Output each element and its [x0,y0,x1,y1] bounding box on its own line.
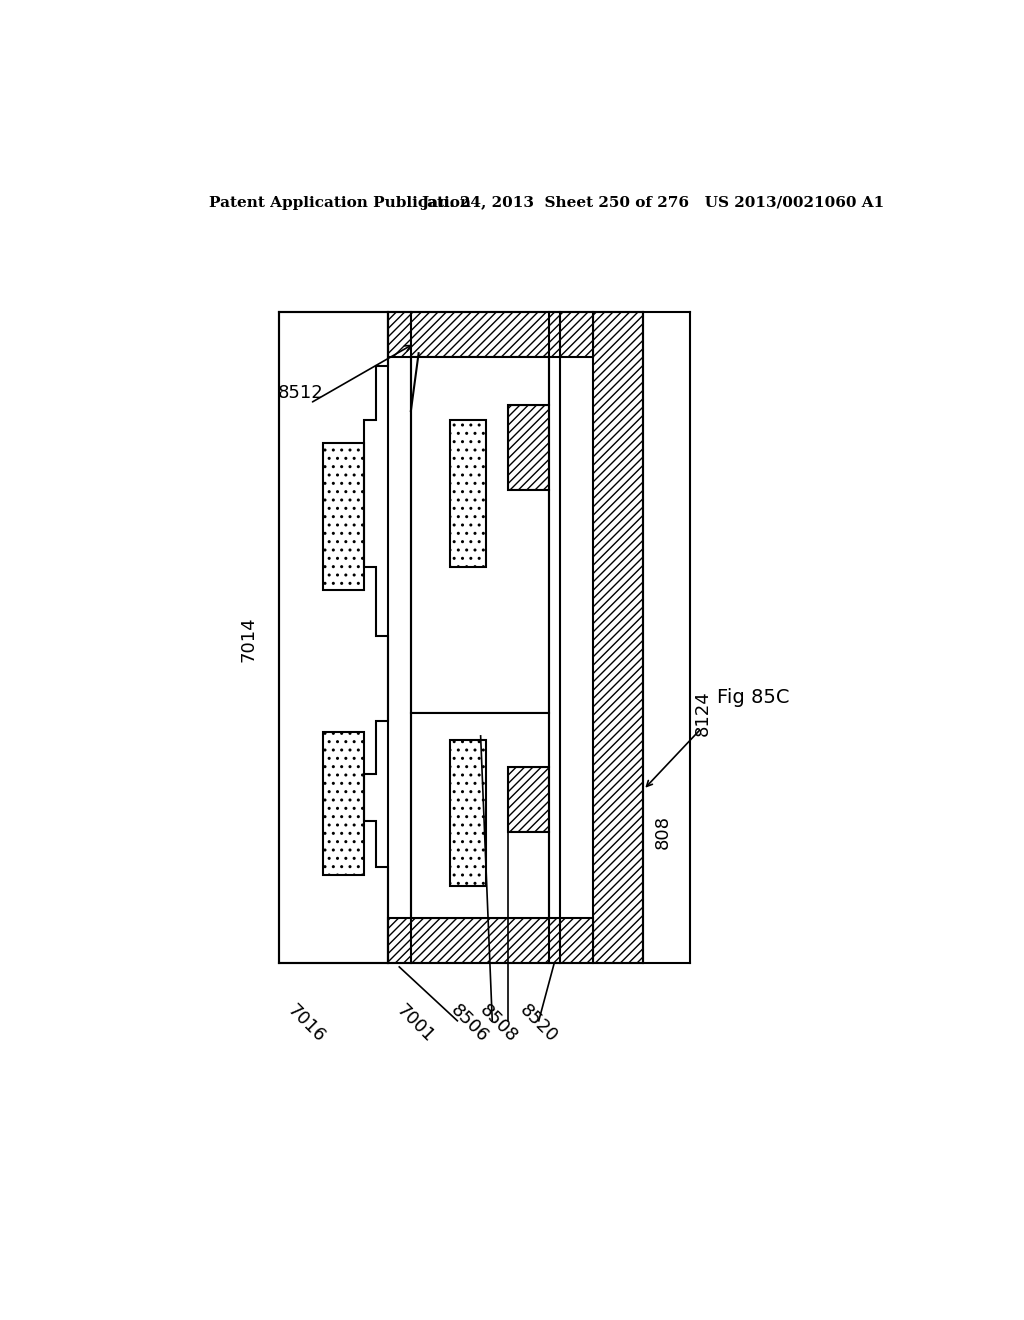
Bar [324,733,365,875]
Text: 7016: 7016 [284,1002,329,1047]
Text: Patent Application Publication: Patent Application Publication [209,197,471,210]
Text: 8508: 8508 [476,1002,521,1047]
Text: Jan. 24, 2013  Sheet 250 of 276   US 2013/0021060 A1: Jan. 24, 2013 Sheet 250 of 276 US 2013/0… [421,197,884,210]
Bar [388,313,593,358]
Bar [450,420,486,566]
Text: 8520: 8520 [516,1002,561,1047]
Bar [508,767,549,832]
Bar [450,739,486,886]
Text: Fig 85C: Fig 85C [717,688,790,708]
Bar [388,919,593,964]
Bar [593,313,643,964]
Text: 8124: 8124 [693,690,712,735]
Text: 8512: 8512 [278,384,324,403]
Bar [508,405,549,490]
Bar [324,444,365,590]
Text: 8506: 8506 [446,1002,492,1047]
Polygon shape [411,713,549,919]
Text: 7014: 7014 [240,616,257,663]
Text: 7001: 7001 [392,1002,437,1047]
Polygon shape [411,358,549,713]
Text: 808: 808 [653,816,672,849]
